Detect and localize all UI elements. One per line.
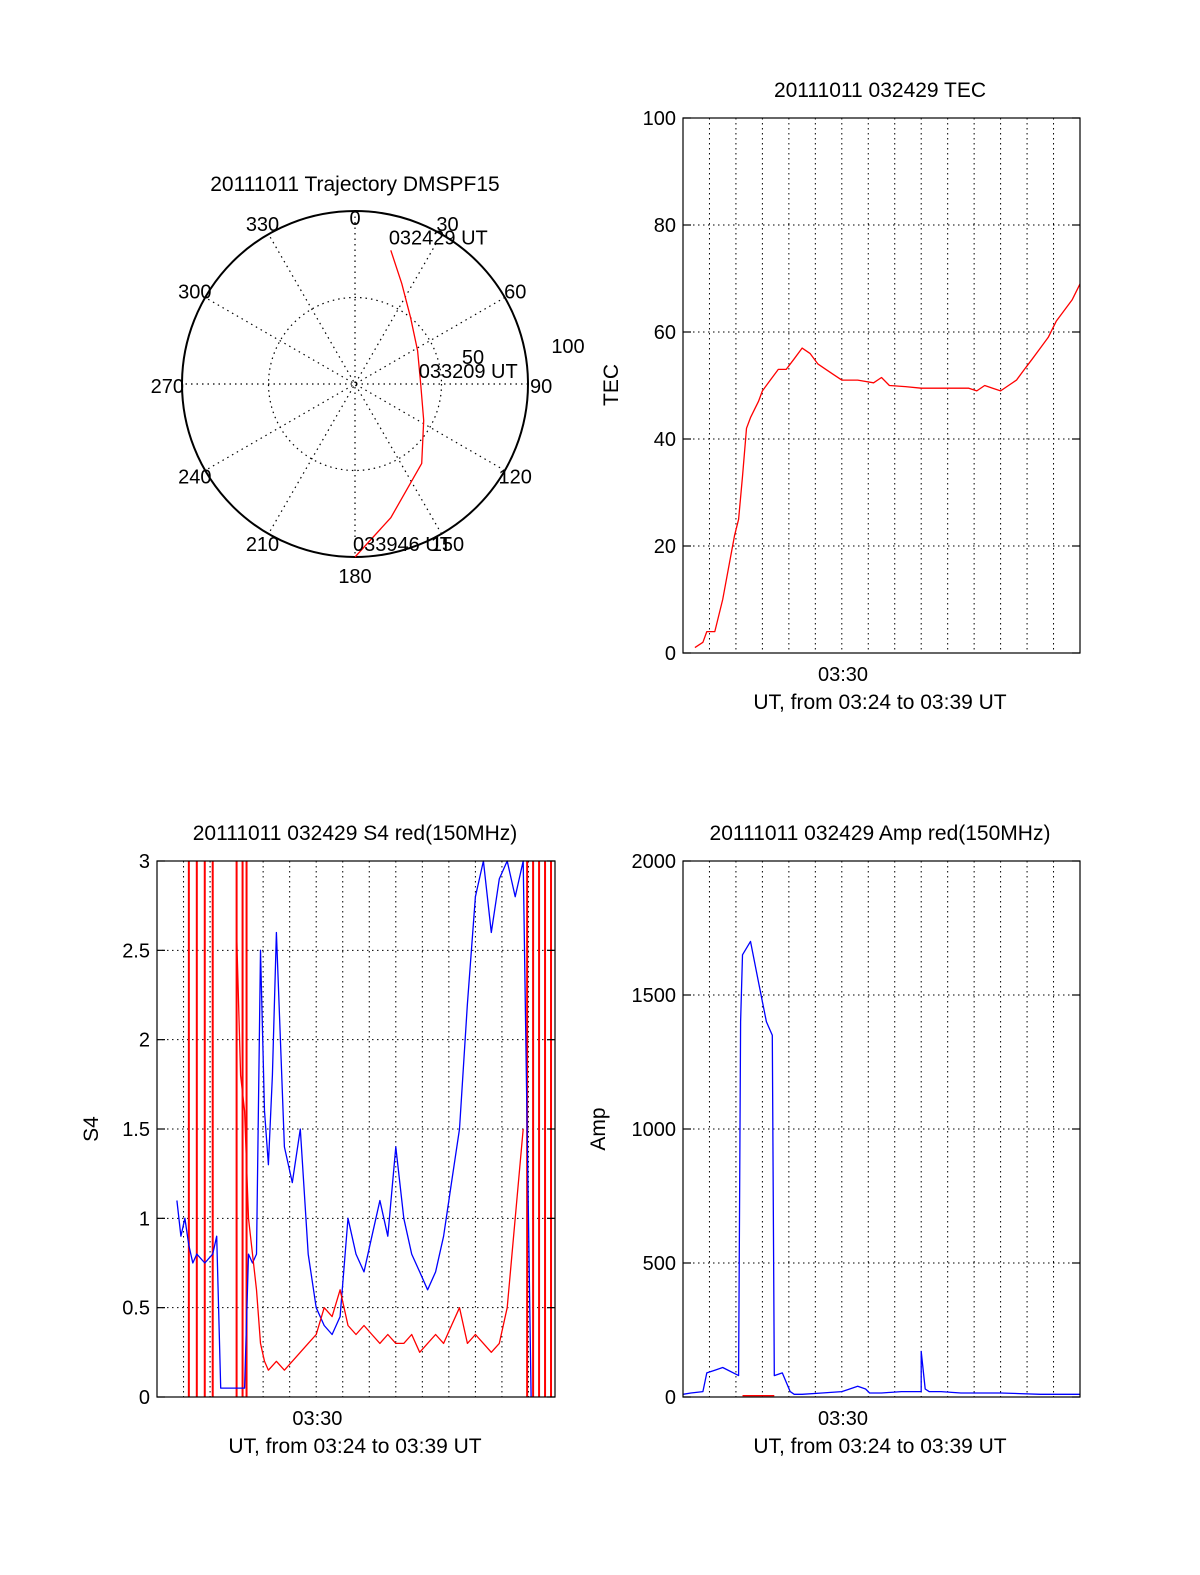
polar-azimuth-label: 240 <box>178 467 211 489</box>
x-tick-label: 03:30 <box>818 664 868 686</box>
trajectory-line <box>354 250 425 558</box>
tec-ylabel: TEC <box>600 364 623 406</box>
polar-azimuth-label: 270 <box>151 376 184 398</box>
polar-radial-label: 50 <box>462 347 484 369</box>
polar-spoke <box>204 296 506 472</box>
tec-title: 20111011 032429 TEC <box>774 79 986 102</box>
polar-azimuth-labels: 0 30 60 90 120 150 180 210 240 270 300 330 50 100 <box>151 208 585 588</box>
s4-panel: 20111011 032429 S4 red(150MHz) 0 0.5 1 1.5 2… <box>80 822 556 1458</box>
y-tick-label: 2000 <box>632 851 677 873</box>
amp-panel: 20111011 032429 Amp red(150MHz) 0 500 1000… <box>587 822 1081 1458</box>
y-tick-label: 2.5 <box>122 940 150 962</box>
y-tick-label: 0.5 <box>122 1298 150 1320</box>
y-tick-label: 0 <box>665 1387 676 1409</box>
trajectory-panel: 20111011 Trajectory DMSPF15 0 30 60 90 120 15… <box>151 173 585 588</box>
trajectory-title: 20111011 Trajectory DMSPF15 <box>210 173 499 196</box>
series-line-0 <box>694 283 1081 649</box>
y-tick-label: 1.5 <box>122 1119 150 1141</box>
series-line-0 <box>176 860 532 1398</box>
y-tick-label: 0 <box>665 643 676 665</box>
trajectory-annotations: 032429 UT 033209 UT 033946 UT <box>353 227 518 556</box>
polar-spoke <box>204 296 506 472</box>
polar-grid <box>181 210 529 558</box>
x-tick-label: 03:30 <box>818 1408 868 1430</box>
y-tick-label: 3 <box>139 851 150 873</box>
polar-azimuth-label: 210 <box>246 534 279 556</box>
y-tick-label: 20 <box>654 536 676 558</box>
polar-azimuth-label: 90 <box>530 376 552 398</box>
trajectory-time-label: 033946 UT <box>353 534 452 556</box>
polar-radial-label: 100 <box>551 336 584 358</box>
tec-ticks: 0 20 40 60 80 100 03:30 <box>643 108 1080 686</box>
s4-title: 20111011 032429 S4 red(150MHz) <box>193 822 518 845</box>
polar-azimuth-label: 330 <box>246 214 279 236</box>
tec-series <box>694 283 1081 649</box>
series-line-1 <box>235 932 524 1371</box>
polar-azimuth-label: 180 <box>338 566 371 588</box>
s4-ticks: 0 0.5 1 1.5 2 2.5 3 03:30 <box>122 851 555 1430</box>
y-tick-label: 500 <box>643 1253 676 1275</box>
amp-series <box>682 940 1080 1397</box>
polar-spoke <box>267 233 443 535</box>
amp-title: 20111011 032429 Amp red(150MHz) <box>710 822 1051 845</box>
polar-outer-ring <box>181 210 529 558</box>
amp-plot-frame <box>682 860 1081 1398</box>
amp-ylabel: Amp <box>587 1107 610 1150</box>
polar-spoke <box>267 233 443 535</box>
polar-azimuth-label: 30 <box>436 214 458 236</box>
amp-xlabel: UT, from 03:24 to 03:39 UT <box>753 1435 1006 1458</box>
y-tick-label: 2 <box>139 1030 150 1052</box>
trajectory-time-label: 033209 UT <box>419 361 518 383</box>
trajectory-time-label: 032429 UT <box>389 227 488 249</box>
s4-plot-frame <box>156 860 556 1398</box>
y-tick-label: 1000 <box>632 1119 677 1141</box>
y-tick-label: 0 <box>139 1387 150 1409</box>
y-tick-label: 100 <box>643 108 676 130</box>
x-tick-label: 03:30 <box>292 1408 342 1430</box>
amp-ticks: 0 500 1000 1500 2000 03:30 <box>632 851 1080 1430</box>
tec-xlabel: UT, from 03:24 to 03:39 UT <box>753 691 1006 714</box>
polar-ring-50 <box>267 296 443 472</box>
y-tick-label: 80 <box>654 215 676 237</box>
polar-azimuth-label: 120 <box>499 467 532 489</box>
trajectory-track <box>354 250 425 558</box>
s4-grid <box>157 861 555 1397</box>
y-tick-label: 40 <box>654 429 676 451</box>
tec-plot-frame <box>682 117 1081 654</box>
polar-azimuth-label: 60 <box>504 282 526 304</box>
polar-azimuth-label: 150 <box>431 534 464 556</box>
series-line-0 <box>682 940 1080 1395</box>
y-tick-label: 1500 <box>632 985 677 1007</box>
tec-grid <box>683 118 1080 653</box>
y-tick-label: 60 <box>654 322 676 344</box>
s4-xlabel: UT, from 03:24 to 03:39 UT <box>228 1435 481 1458</box>
amp-grid <box>683 861 1080 1397</box>
polar-azimuth-label: 300 <box>178 282 211 304</box>
s4-ylabel: S4 <box>80 1116 103 1142</box>
tec-panel: 20111011 032429 TEC 0 20 40 60 80 100 03:30 UT… <box>600 79 1081 714</box>
polar-azimuth-label: 0 <box>349 208 360 230</box>
y-tick-label: 1 <box>139 1208 150 1230</box>
